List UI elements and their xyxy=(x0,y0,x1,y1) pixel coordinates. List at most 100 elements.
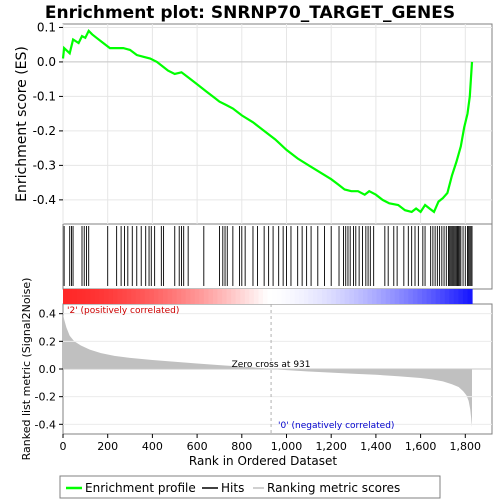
x-tick-label: 1,200 xyxy=(315,440,347,453)
metric-y-tick-label: 0.0 xyxy=(39,363,57,376)
ramp-segment xyxy=(231,289,237,304)
ramp-segment xyxy=(108,289,114,304)
es-y-tick-label: 0.0 xyxy=(37,55,56,69)
ramp-segment xyxy=(144,289,150,304)
ramp-segment xyxy=(458,289,464,304)
ramp-segment xyxy=(372,289,378,304)
ramp-segment xyxy=(72,289,78,304)
ramp-segment xyxy=(303,289,309,304)
ramp-segment xyxy=(367,289,373,304)
hits-panel xyxy=(62,223,493,290)
metric-grid xyxy=(63,313,492,425)
metric-y-axis: 0.4 0.2 0.0 -0.2 -0.4 xyxy=(35,308,63,431)
ramp-segment xyxy=(385,289,391,304)
ramp-segment xyxy=(140,289,146,304)
ramp-segment xyxy=(149,289,155,304)
legend-label-hits: Hits xyxy=(221,481,244,495)
es-y-tick-label: -0.4 xyxy=(33,193,56,207)
ramp-segment xyxy=(381,289,387,304)
ramp-segment xyxy=(226,289,232,304)
ramp-segment xyxy=(67,289,73,304)
ramp-segment xyxy=(272,289,278,304)
ramp-segment xyxy=(335,289,341,304)
positive-label: '2' (positively correlated) xyxy=(67,306,179,316)
ramp-segment xyxy=(417,289,423,304)
ramp-segment xyxy=(63,289,69,304)
x-tick-label: 1,800 xyxy=(450,440,482,453)
ramp-segment xyxy=(212,289,219,304)
x-tick-label: 800 xyxy=(231,440,252,453)
ramp-segment xyxy=(431,289,437,304)
ramp-segment xyxy=(176,289,182,304)
ramp-segment xyxy=(131,289,137,304)
ramp-segment xyxy=(376,289,382,304)
es-y-tick-label: -0.3 xyxy=(33,158,56,172)
rank-color-ramp xyxy=(63,289,473,304)
ramp-segment xyxy=(258,289,264,304)
metric-y-label: Ranked list metric (Signal2Noise) xyxy=(20,278,33,461)
ramp-segment xyxy=(190,289,196,304)
x-tick-label: 0 xyxy=(60,440,67,453)
legend-label-metric: Ranking metric scores xyxy=(267,481,400,495)
ramp-segment xyxy=(390,289,396,304)
ramp-segment xyxy=(203,289,210,304)
ramp-segment xyxy=(331,289,337,304)
ramp-segment xyxy=(281,289,287,304)
ramp-segment xyxy=(249,289,255,304)
zero-cross-label: Zero cross at 931 xyxy=(232,360,311,370)
es-grid xyxy=(62,24,492,224)
ramp-segment xyxy=(253,289,260,304)
ramp-segment xyxy=(240,289,246,304)
ranking-metric-area xyxy=(63,313,472,428)
ramp-segment xyxy=(399,289,405,304)
negative-label: '0' (negatively correlated) xyxy=(278,421,394,431)
metric-y-tick-label: 0.2 xyxy=(39,335,57,348)
ramp-segment xyxy=(290,289,296,304)
ramp-segment xyxy=(267,289,273,304)
ramp-segment xyxy=(449,289,455,304)
ramp-segment xyxy=(222,289,228,304)
ramp-segment xyxy=(199,289,205,304)
metric-y-tick-label: -0.2 xyxy=(35,391,56,404)
es-y-tick-label: 0.1 xyxy=(37,20,56,34)
ramp-segment xyxy=(408,289,414,304)
ramp-segment xyxy=(117,289,123,304)
ramp-segment xyxy=(353,289,359,304)
ramp-segment xyxy=(235,289,241,304)
ramp-segment xyxy=(217,289,223,304)
ramp-segment xyxy=(462,289,469,304)
ramp-segment xyxy=(435,289,441,304)
ramp-segment xyxy=(158,289,164,304)
legend-label-enrichment: Enrichment profile xyxy=(85,481,196,495)
ramp-segment xyxy=(322,289,328,304)
es-y-tick-label: -0.2 xyxy=(33,124,56,138)
ramp-segment xyxy=(153,289,160,304)
ramp-segment xyxy=(208,289,214,304)
ramp-segment xyxy=(94,289,100,304)
ramp-segment xyxy=(194,289,200,304)
x-tick-label: 600 xyxy=(187,440,208,453)
x-axis-label: Rank in Ordered Dataset xyxy=(189,454,337,468)
x-tick-label: 1,400 xyxy=(360,440,392,453)
es-y-tick-label: -0.1 xyxy=(33,89,56,103)
ramp-segment xyxy=(426,289,432,304)
es-panel xyxy=(62,23,493,225)
ramp-segment xyxy=(185,289,191,304)
x-tick-label: 1,600 xyxy=(405,440,437,453)
ramp-segment xyxy=(262,289,269,304)
ramp-segment xyxy=(103,289,110,304)
metric-y-tick-label: -0.4 xyxy=(35,418,56,431)
x-tick-label: 200 xyxy=(97,440,118,453)
ramp-segment xyxy=(172,289,178,304)
ramp-segment xyxy=(394,289,400,304)
ramp-segment xyxy=(308,289,314,304)
ramp-segment xyxy=(362,289,369,304)
ramp-segment xyxy=(85,289,91,304)
ramp-segment xyxy=(317,289,323,304)
ramp-segment xyxy=(244,289,250,304)
ramp-segment xyxy=(135,289,141,304)
ramp-segment xyxy=(312,289,319,304)
ramp-segment xyxy=(285,289,291,304)
ramp-segment xyxy=(90,289,96,304)
